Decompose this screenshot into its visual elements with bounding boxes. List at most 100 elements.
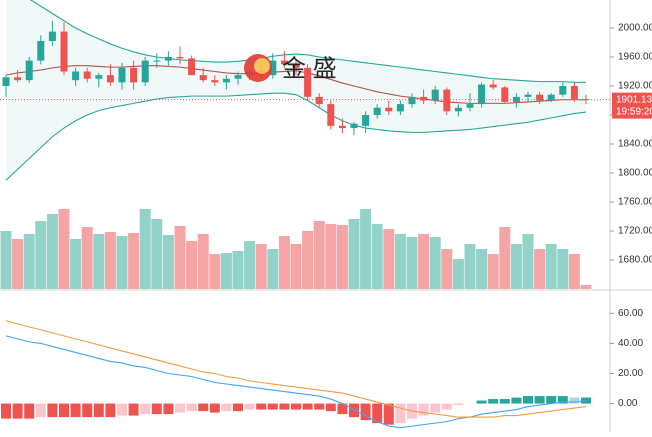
macd-histogram-bar <box>279 403 290 410</box>
candle-body <box>501 87 509 102</box>
volume-bar <box>58 209 70 289</box>
macd-histogram-bar <box>523 396 533 404</box>
macd-histogram-bar <box>569 397 580 404</box>
volume-bar <box>81 227 93 289</box>
volume-bar <box>186 241 198 289</box>
macd-histogram-bar <box>244 403 255 410</box>
y-tick-label: 1920.00 <box>618 81 652 92</box>
volume-bar <box>394 234 406 289</box>
volume-bar <box>383 229 395 289</box>
macd-histogram-bar <box>349 403 359 418</box>
candle-body <box>14 77 22 81</box>
lower-band <box>5 92 587 181</box>
upper-band <box>29 0 586 83</box>
candle-body <box>72 71 80 81</box>
candle-body <box>164 56 172 61</box>
y-tick-label: 1840.00 <box>618 139 652 150</box>
macd-histogram-bar <box>383 403 394 425</box>
volume-bar <box>116 236 128 289</box>
macd-histogram-bar <box>24 403 35 419</box>
macd-histogram-bar <box>140 403 151 415</box>
macd-histogram-bar <box>499 399 510 404</box>
macd-histogram-bar <box>476 400 487 404</box>
volume-bar <box>46 214 58 289</box>
volume-bar <box>545 244 557 289</box>
candle-body <box>420 96 428 101</box>
candle-body <box>211 80 219 83</box>
candle-body <box>118 67 126 83</box>
macd-histogram-bar <box>430 403 441 413</box>
macd-histogram-bar <box>418 403 429 416</box>
macd-histogram-bar <box>511 397 522 404</box>
candle-body <box>234 75 242 79</box>
volume-bar <box>406 237 418 289</box>
candle-body <box>188 58 196 76</box>
volume-bar <box>104 232 116 289</box>
candle-body <box>478 84 486 105</box>
macd-histogram-bar <box>360 403 371 421</box>
volume-bar <box>151 219 163 289</box>
volume-bar <box>418 234 430 289</box>
volume-bar <box>197 234 209 289</box>
candle-body <box>222 78 230 83</box>
macd-histogram-bar <box>267 403 278 410</box>
candle-body <box>350 123 358 129</box>
last-price: 1901.13 <box>616 94 652 105</box>
volume-bar <box>452 259 464 289</box>
macd-histogram-bar <box>151 403 162 415</box>
macd-histogram-bar <box>70 403 81 418</box>
volume-bar <box>209 254 221 289</box>
macd-histogram-bar <box>105 403 116 418</box>
candle-body <box>83 71 91 79</box>
candle-body <box>37 41 45 61</box>
macd-histogram-bar <box>534 396 545 404</box>
volume-bar <box>220 253 232 289</box>
candle-body <box>199 75 207 81</box>
candle-body <box>362 114 370 126</box>
volume-bar <box>290 244 302 289</box>
y-tick-label: 1960.00 <box>618 52 652 63</box>
volume-bar <box>336 225 348 289</box>
watermark: 金 盛 <box>244 54 337 82</box>
volume-bar <box>302 231 314 289</box>
candle-body <box>106 75 114 83</box>
macd-histogram-bar <box>47 403 58 418</box>
volume-bar <box>325 224 337 289</box>
volume-bar <box>12 239 24 289</box>
candle-body <box>176 56 184 59</box>
candle-body <box>570 85 578 100</box>
candle-body <box>338 125 346 129</box>
volume-bar <box>278 236 290 289</box>
macd-histogram-bar <box>82 403 93 418</box>
volume-bar <box>510 244 522 289</box>
candle-body <box>292 64 300 68</box>
volume-bar <box>139 209 151 289</box>
volume-bar <box>522 234 534 289</box>
macd-histogram-bar <box>453 403 464 406</box>
volume-bar <box>360 209 372 289</box>
macd-histogram-bar <box>395 403 406 424</box>
macd-histogram-bar <box>186 403 197 412</box>
last-time: 19:59:20 <box>616 106 652 117</box>
candle-body <box>280 60 288 65</box>
logo-inner <box>254 58 270 74</box>
candle-body <box>269 60 277 76</box>
volume-bar <box>128 233 140 289</box>
candle-body <box>408 96 416 105</box>
candle-body <box>443 89 451 112</box>
candle-body <box>396 104 404 112</box>
macd-histogram-bar <box>256 403 267 410</box>
macd-histogram-bar <box>233 403 243 412</box>
macd-histogram-bar <box>546 396 557 404</box>
macd-histogram-bar <box>117 403 127 416</box>
volume-bar <box>267 249 279 289</box>
candle-body <box>48 31 56 42</box>
macd-histogram-bar <box>93 403 104 418</box>
volume-bar <box>568 254 580 289</box>
macd-histogram-bar <box>35 403 46 418</box>
macd-histogram-bar <box>291 403 301 410</box>
volume-bar <box>232 251 244 289</box>
volume-bar <box>93 234 105 289</box>
volume-bar <box>534 249 546 289</box>
volume-bar <box>429 237 441 289</box>
